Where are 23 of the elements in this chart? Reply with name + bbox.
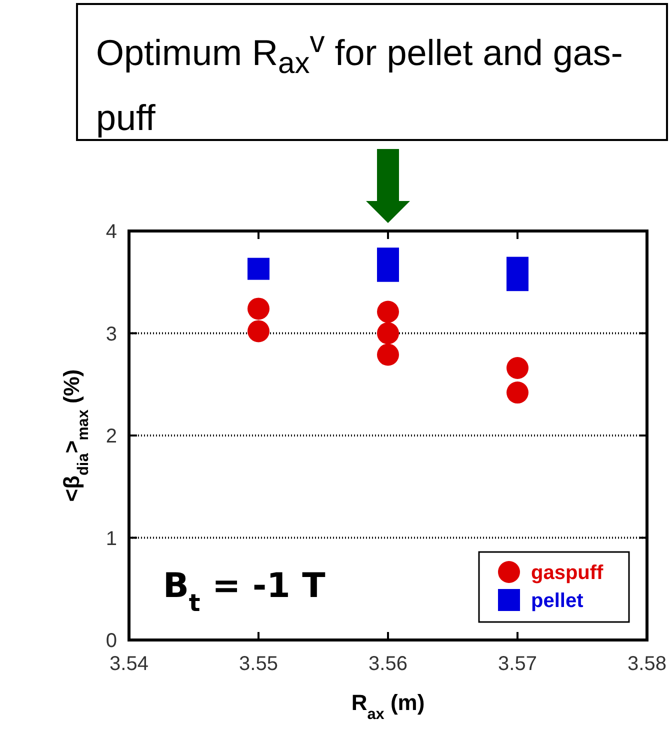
annotation: B$_{t}$ = -1 T: [163, 566, 326, 617]
x-tick-label: 3.58: [628, 653, 666, 675]
x-tick-label: 3.56: [368, 653, 408, 675]
point: [377, 300, 399, 323]
y-tick-label: 1: [106, 528, 117, 550]
y-tick-label: 3: [106, 323, 117, 346]
point: [248, 258, 270, 280]
legend-label: pellet: [531, 590, 584, 612]
point: [506, 357, 528, 380]
point: [377, 322, 399, 344]
point: [248, 298, 270, 320]
y-tick-label: 2: [106, 426, 117, 448]
chart-title: Optimum R$_{ax}$$^{v}$ for pellet and gas-puff: [96, 26, 623, 138]
y-tick-label: 4: [106, 221, 117, 243]
y-tick-label: 0: [106, 630, 117, 652]
point: [248, 320, 270, 342]
x-tick-label: 3.57: [498, 653, 537, 675]
x-tick-label: 3.54: [110, 653, 148, 675]
x-tick-label: 3.55: [239, 653, 278, 675]
point: [377, 344, 399, 366]
x-axis-title: R$_{ax}$ (m): [351, 690, 425, 722]
legend-label: gaspuff: [531, 562, 604, 584]
point: [506, 382, 528, 404]
